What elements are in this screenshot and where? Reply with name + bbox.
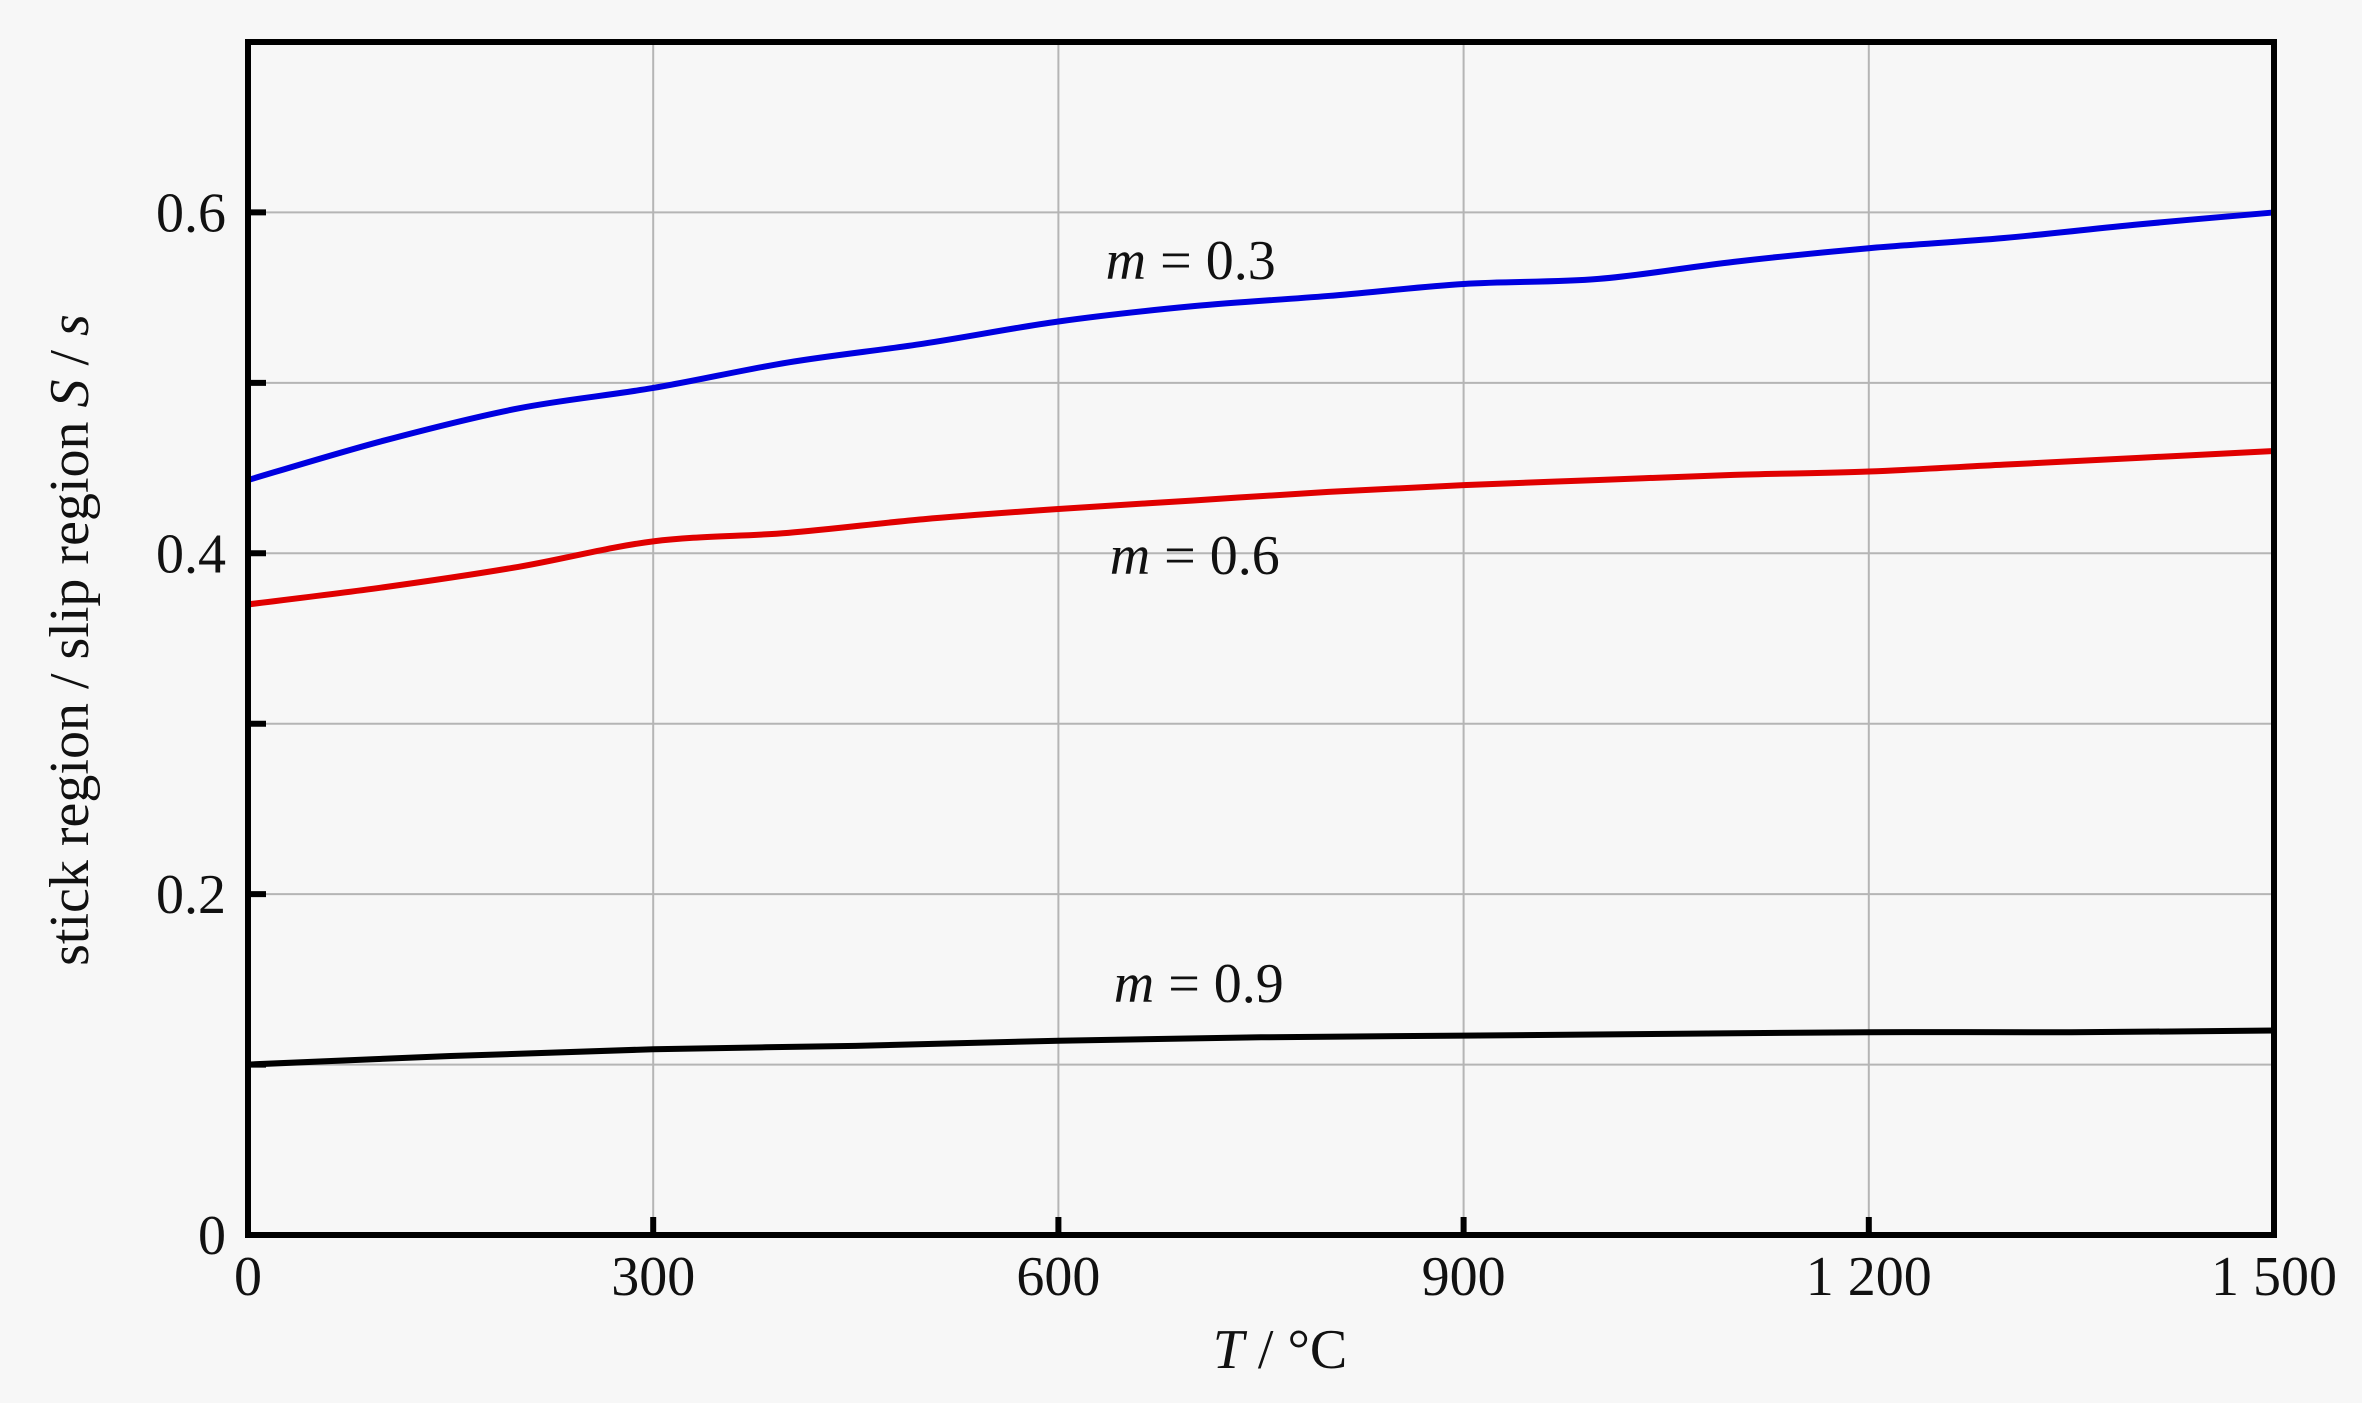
series-line-1 [247,448,2275,608]
series-line-2 [247,1027,2275,1068]
x-tick-label: 600 [1016,1246,1100,1308]
x-axis-unit: / °C [1244,1319,1347,1381]
x-tick-label: 0 [234,1246,262,1308]
series-annotations: m = 0.3m = 0.6m = 0.9 [1106,230,1284,1015]
x-tick-label: 300 [611,1246,695,1308]
y-axis-var: S [39,380,101,408]
series-label-value: = 0.9 [1154,953,1284,1015]
y-tick-label: 0.6 [156,182,226,244]
series-label-value: = 0.6 [1150,525,1280,587]
series-label-var: m [1110,525,1150,587]
y-axis-var2: s [39,314,101,336]
y-tick-label: 0.2 [156,864,226,926]
y-tick-label: 0 [198,1205,226,1267]
series-label-2: m = 0.9 [1114,953,1284,1015]
tick-labels: 0 300 600 900 1 200 1 500 0 0.2 0.4 0.6 [156,182,2337,1308]
x-axis-var: T [1213,1319,1248,1381]
series-label-var: m [1114,953,1154,1015]
x-tick-label: 1 200 [1806,1246,1932,1308]
series-label-value: = 0.3 [1146,230,1276,292]
y-axis-label: stick region / slip region S / s [39,314,101,966]
plot-frame [245,39,2277,1238]
x-axis-label: T / °C [1213,1319,1347,1381]
series-label-1: m = 0.6 [1110,525,1280,587]
series-label-0: m = 0.3 [1106,230,1276,292]
ticks [245,209,2277,1238]
x-tick-label: 900 [1422,1246,1506,1308]
y-axis-sep: / [39,336,101,380]
series-label-var: m [1106,230,1146,292]
y-tick-label: 0.4 [156,523,226,585]
series-lines [247,209,2275,1068]
x-tick-label: 1 500 [2211,1246,2337,1308]
y-axis-text: stick region / slip region [39,408,101,966]
series-line-0 [247,209,2275,483]
